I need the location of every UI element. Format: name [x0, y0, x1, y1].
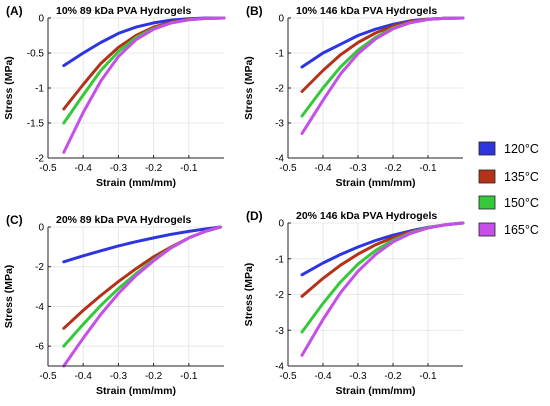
plot-area [48, 227, 224, 366]
series-line-165°C [300, 16, 465, 135]
panel-title: 20% 146 kDa PVA Hydrogels [296, 210, 437, 222]
x-tick-label: -0.5 [39, 163, 57, 174]
panel-c: -0.5 -0.4 -0.3 -0.2 -0.1 0 -2 -4 -6 Strain (mm/mm… [3, 213, 224, 397]
y-tick-label: -1.5 [27, 119, 45, 130]
y-tick-label: -2 [275, 84, 284, 95]
panel-a: -0.5 -0.4 -0.3 -0.2 -0.1 0 -0.5 -1 -1.5 -2 Strain … [3, 4, 226, 189]
series-line-165°C [62, 16, 226, 154]
y-tick-label: -4 [275, 154, 284, 165]
panel-title: 10% 89 kDa PVA Hydrogels [56, 5, 192, 17]
panel-title: 10% 146 kDa PVA Hydrogels [296, 5, 437, 17]
y-tick-label: 0 [38, 14, 44, 25]
x-axis-title: Strain (mm/mm) [96, 385, 176, 397]
x-tick-label: -0.3 [349, 371, 367, 382]
x-tick-label: -0.1 [419, 371, 437, 382]
panel-letter: (C) [6, 213, 23, 227]
y-axis-title: Stress (MPa) [243, 56, 255, 120]
y-tick-label: -6 [35, 342, 44, 353]
series-line-120°C [62, 225, 222, 264]
y-tick-label: 0 [278, 219, 284, 230]
panel-d: -0.5 -0.4 -0.3 -0.2 -0.1 0 -1 -2 -3 -4 Strain (mm/… [243, 209, 465, 397]
y-tick-label: -4 [275, 362, 284, 373]
x-tick-label: -0.3 [110, 371, 128, 382]
series-line-165°C [62, 225, 222, 368]
legend-label: 150°C [504, 196, 539, 210]
panel-letter: (A) [6, 4, 23, 18]
x-tick-label: -0.4 [314, 163, 332, 174]
y-axis-title: Stress (MPa) [3, 265, 15, 329]
legend: 120°C 135°C 150°C 165°C [478, 141, 539, 237]
x-tick-label: -0.2 [384, 163, 402, 174]
x-tick-label: -0.5 [279, 163, 297, 174]
x-tick-label: -0.4 [75, 163, 93, 174]
x-tick-label: -0.1 [180, 163, 198, 174]
y-tick-label: 0 [278, 14, 284, 25]
y-tick-label: -3 [275, 326, 284, 337]
x-tick-label: -0.2 [145, 371, 163, 382]
panel-letter: (D) [246, 209, 263, 223]
panel-title: 20% 89 kDa PVA Hydrogels [56, 214, 192, 226]
x-tick-label: -0.2 [145, 163, 163, 174]
y-axis-title: Stress (MPa) [243, 263, 255, 327]
panel-letter: (B) [246, 4, 263, 18]
x-tick-label: -0.5 [279, 371, 297, 382]
x-tick-label: -0.3 [349, 163, 367, 174]
x-tick-label: -0.4 [75, 371, 93, 382]
legend-swatch [478, 195, 496, 210]
legend-swatch [478, 169, 496, 184]
y-axis-title: Stress (MPa) [3, 56, 15, 120]
y-tick-label: -2 [35, 154, 44, 165]
y-tick-label: -1 [275, 49, 284, 60]
series-line-165°C [300, 221, 465, 357]
y-tick-label: -1 [275, 254, 284, 265]
x-axis-title: Strain (mm/mm) [336, 177, 416, 189]
x-tick-label: -0.4 [314, 371, 332, 382]
y-tick-label: -2 [275, 290, 284, 301]
y-tick-label: -1 [35, 84, 44, 95]
y-tick-label: -2 [35, 262, 44, 273]
y-tick-label: -4 [35, 302, 44, 313]
x-tick-label: -0.1 [419, 163, 437, 174]
legend-label: 165°C [504, 223, 539, 237]
x-tick-label: -0.3 [110, 163, 128, 174]
legend-swatch [478, 222, 496, 237]
y-tick-label: -0.5 [27, 49, 45, 60]
x-tick-label: -0.2 [384, 371, 402, 382]
legend-label: 135°C [504, 170, 539, 184]
panel-b: -0.5 -0.4 -0.3 -0.2 -0.1 0 -1 -2 -3 -4 Strain (mm/… [243, 4, 465, 189]
legend-swatch [478, 141, 496, 156]
legend-label: 120°C [504, 142, 539, 156]
x-axis-title: Strain (mm/mm) [336, 385, 416, 397]
x-tick-label: -0.1 [180, 371, 198, 382]
x-tick-label: -0.5 [39, 371, 57, 382]
x-axis-title: Strain (mm/mm) [96, 177, 176, 189]
y-tick-label: 0 [38, 223, 44, 234]
y-tick-label: -3 [275, 119, 284, 130]
